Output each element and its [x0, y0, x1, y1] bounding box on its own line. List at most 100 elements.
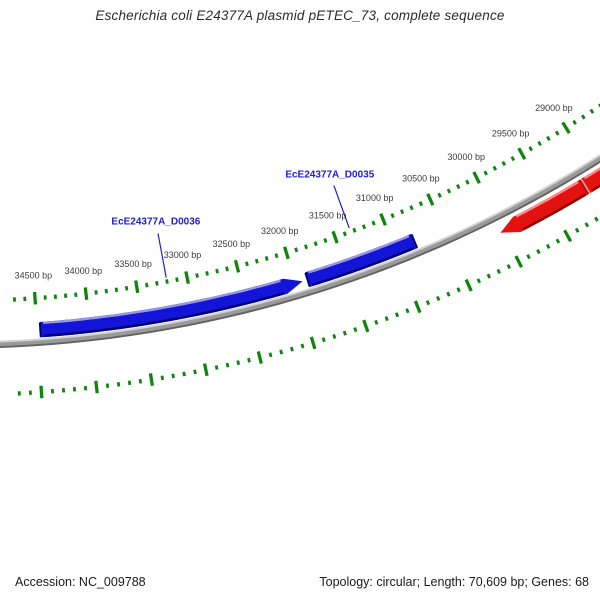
backbone-arc: [0, 155, 600, 347]
ruler-tick-minor: [510, 156, 516, 162]
ruler-tick-minor: [53, 294, 57, 299]
ruler-tick-minor: [28, 390, 32, 395]
ruler-tick-minor: [572, 119, 577, 125]
ruler-tick-minor: [321, 337, 326, 343]
ruler-tick-minor: [492, 165, 498, 171]
ruler-tick-minor: [268, 352, 273, 358]
ruler-tick-minor: [446, 291, 451, 297]
ruler-tick-minor: [537, 140, 542, 147]
ruler-tick-minor: [546, 135, 551, 141]
ruler-tick-minor: [214, 365, 219, 370]
ruler-tick-minor: [526, 254, 531, 260]
ruler-tick-minor: [300, 343, 305, 349]
gene-callout-line: [333, 185, 350, 229]
ruler-label: 33500 bp: [114, 259, 152, 269]
gene-label-EcE24377A_D0035[interactable]: EcE24377A_D0035: [285, 169, 374, 180]
ruler-tick-minor: [580, 114, 586, 120]
ruler-tick-major: [94, 380, 99, 394]
ruler-tick-major: [426, 193, 435, 206]
ruler-tick-minor: [175, 277, 179, 282]
ruler-tick-major: [309, 336, 317, 350]
ruler-label: 29000 bp: [535, 103, 573, 113]
ruler-tick-major: [256, 351, 263, 364]
ruler-tick-minor: [323, 238, 328, 243]
ruler-tick-minor: [456, 184, 461, 190]
ruler-tick-minor: [390, 213, 395, 219]
ruler-tick-major: [379, 212, 387, 226]
ruler-tick-minor: [332, 334, 337, 339]
ruler-tick-major: [413, 300, 422, 314]
ruler-tick-minor: [486, 273, 491, 279]
ruler-tick-minor: [394, 312, 400, 318]
ruler-tick-minor: [384, 316, 389, 322]
ruler-tick-minor: [418, 201, 424, 207]
ruler-tick-minor: [155, 281, 159, 286]
ruler-label: 31500 bp: [309, 210, 347, 220]
sequence-summary-text: Topology: circular; Length: 70,609 bp; G…: [319, 575, 589, 589]
ruler-label: 34000 bp: [65, 266, 103, 276]
ruler-tick-minor: [94, 290, 98, 295]
ruler-tick-minor: [145, 282, 149, 288]
gene-band-shadow: [591, 184, 600, 192]
ruler-tick-major: [563, 229, 573, 243]
ruler-tick-minor: [114, 287, 119, 293]
ruler-tick-major: [202, 363, 209, 377]
accession-text: Accession: NC_009788: [15, 575, 146, 589]
ruler-tick-minor: [361, 224, 367, 230]
gene-band-EcE24377A_D0035[interactable]: [305, 233, 418, 287]
ruler-tick-minor: [43, 295, 47, 300]
ruler-tick-minor: [193, 369, 197, 375]
ruler-tick-minor: [64, 293, 68, 298]
ruler-tick-minor: [436, 295, 441, 302]
ruler-tick-minor: [264, 256, 269, 261]
ruler-tick-minor: [160, 375, 165, 381]
gene-band-endcap: [38, 322, 42, 338]
ruler-tick-minor: [342, 231, 347, 237]
ruler-tick-minor: [205, 270, 209, 276]
ruler-tick-major: [517, 147, 527, 160]
gene-band-endcap: [410, 234, 419, 249]
ruler-tick-minor: [425, 300, 431, 306]
ruler-tick-minor: [399, 209, 405, 215]
gene-band-shadow: [522, 193, 587, 231]
ruler-label: 30000 bp: [447, 152, 485, 162]
ruler-tick-minor: [274, 253, 279, 259]
ruler-tick-minor: [456, 287, 461, 293]
ruler-label: 32500 bp: [213, 239, 251, 249]
ruler-tick-minor: [574, 227, 580, 233]
ruler-tick-major: [233, 259, 241, 273]
gene-band-endcap: [579, 179, 590, 195]
ruler-tick-minor: [12, 297, 17, 302]
gene-band-endcap: [580, 178, 591, 194]
ruler-tick-minor: [171, 373, 175, 379]
sequence-title: Escherichia coli E24377A plasmid pETEC_7…: [95, 8, 505, 23]
ruler-tick-minor: [437, 192, 442, 198]
ruler-tick-minor: [304, 244, 308, 250]
ruler-tick-minor: [104, 288, 108, 294]
ruler-tick-minor: [409, 205, 414, 211]
gene-band-unnamed[interactable]: [581, 149, 600, 194]
ruler-tick-minor: [72, 387, 77, 392]
gene-band-unnamed[interactable]: [500, 179, 589, 233]
backbone-highlight: [0, 154, 600, 343]
ruler-tick-minor: [342, 330, 347, 336]
gene-band-shadow: [43, 292, 285, 338]
ruler-tick-minor: [236, 360, 241, 366]
ruler-tick-minor: [446, 188, 452, 194]
ruler-tick-minor: [352, 227, 357, 233]
ruler-tick-minor: [165, 279, 169, 284]
ruler-tick-minor: [279, 349, 284, 355]
ruler-tick-minor: [127, 380, 132, 386]
ruler-tick-minor: [374, 319, 379, 325]
ruler-tick-minor: [245, 261, 249, 267]
ruler-tick-minor: [116, 381, 121, 387]
status-bar: Accession: NC_009788 Topology: circular;…: [0, 570, 600, 600]
ruler-tick-minor: [483, 170, 488, 176]
ruler-tick-minor: [554, 130, 560, 136]
ruler-tick-major: [148, 373, 155, 387]
ruler-tick-minor: [371, 220, 376, 226]
ruler-tick-major: [331, 230, 339, 244]
ruler-tick-major: [134, 280, 140, 294]
gene-label-EcE24377A_D0036[interactable]: EcE24377A_D0036: [111, 217, 200, 228]
